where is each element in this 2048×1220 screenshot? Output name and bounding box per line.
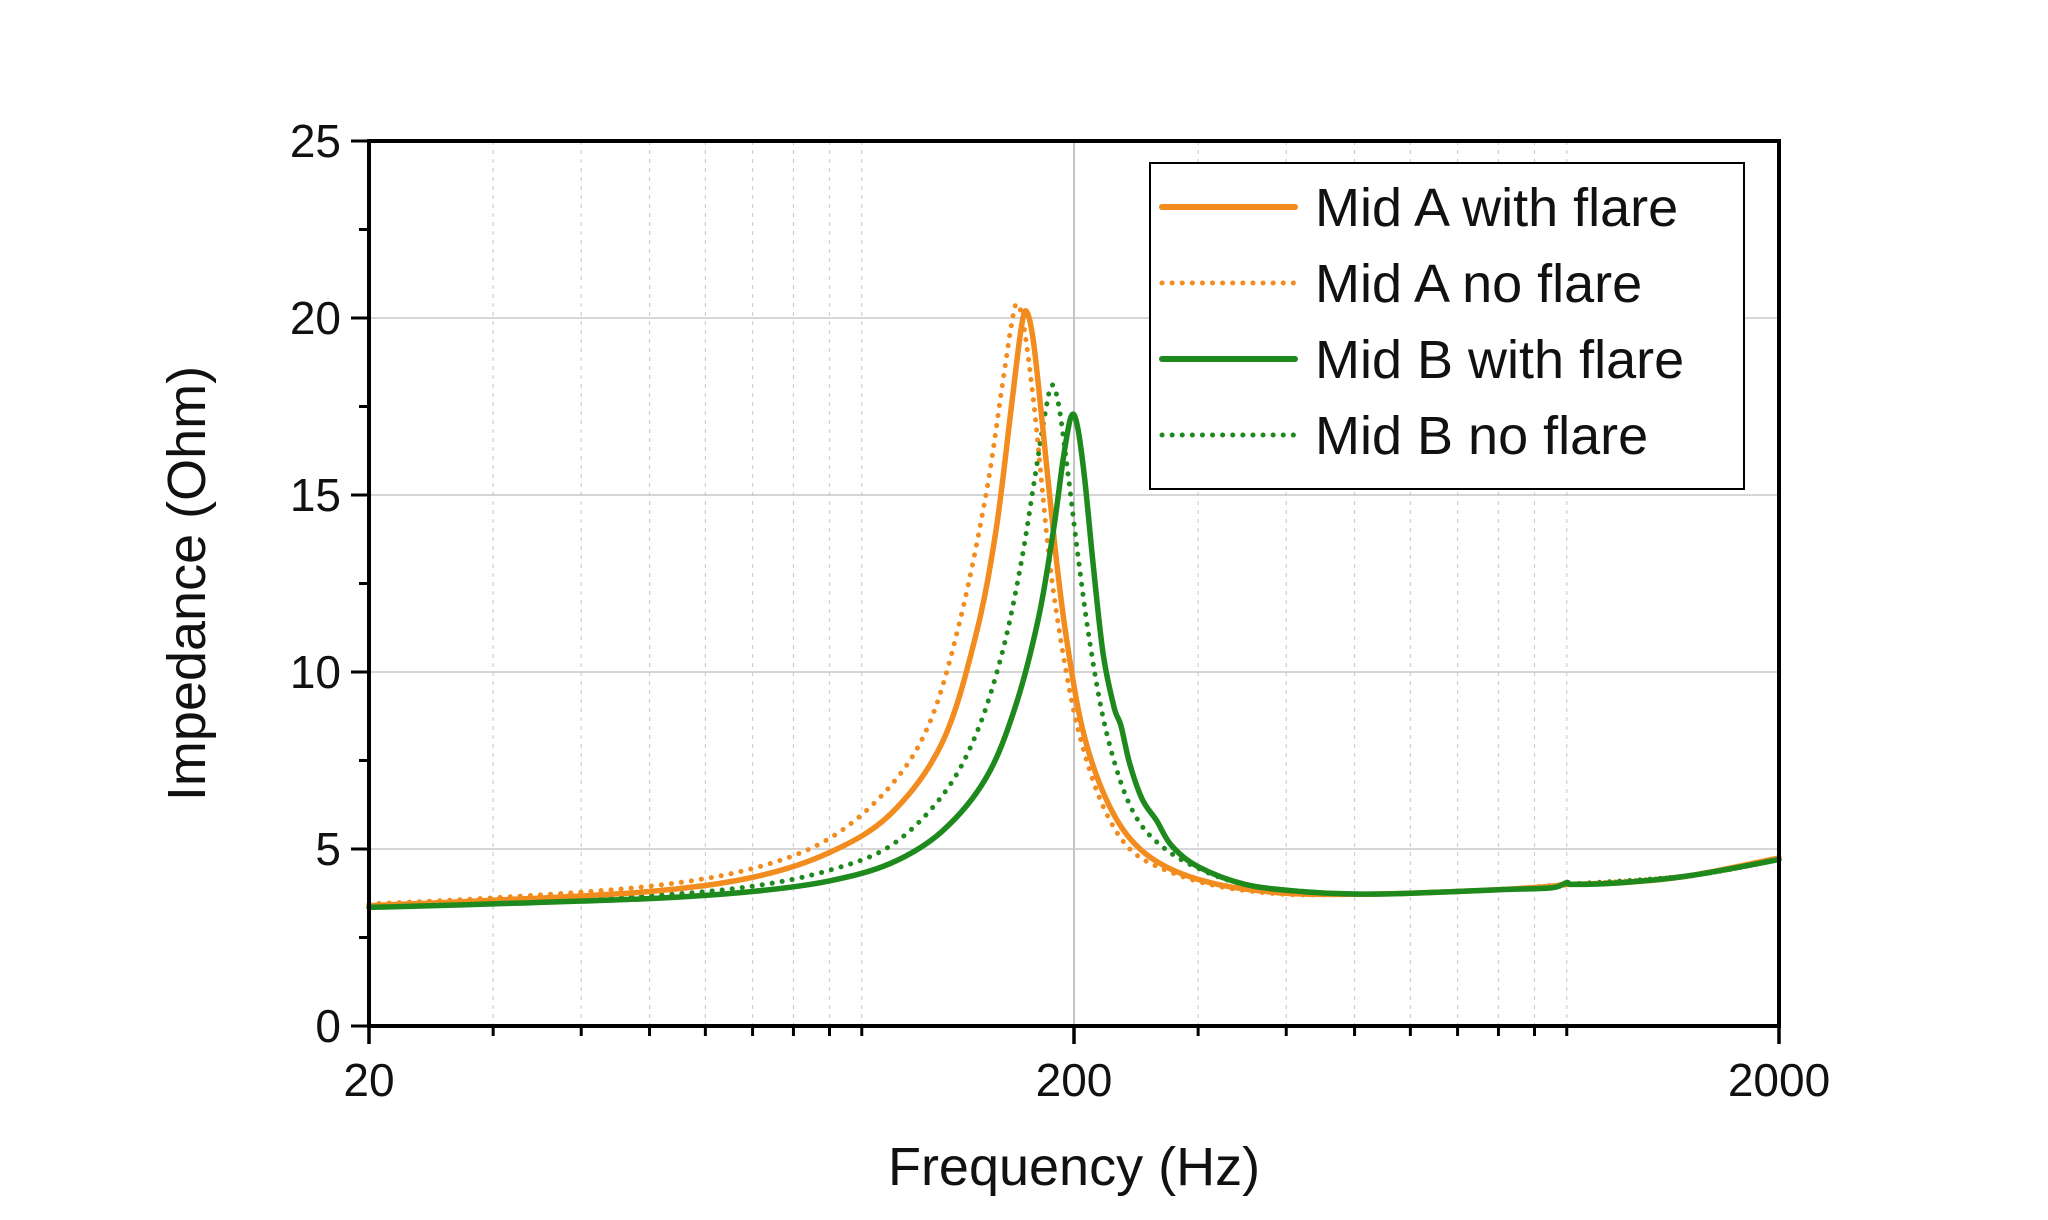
x-axis-title: Frequency (Hz) bbox=[888, 1137, 1260, 1197]
axis-tick-labels: 20 200 2000 0 5 10 15 20 25 bbox=[290, 115, 1830, 1106]
y-tick-label: 25 bbox=[290, 115, 341, 167]
y-tick-label: 10 bbox=[290, 646, 341, 698]
series-layer bbox=[366, 301, 1782, 911]
legend-label-4: Mid B no flare bbox=[1315, 406, 1648, 466]
series-line-4 bbox=[366, 382, 1782, 909]
x-tick-label: 20 bbox=[343, 1054, 394, 1106]
x-tick-label: 200 bbox=[1036, 1054, 1113, 1106]
legend-box bbox=[1149, 162, 1745, 490]
legend-label-2: Mid A no flare bbox=[1315, 254, 1642, 314]
y-tick-label: 20 bbox=[290, 292, 341, 344]
legend: Mid A with flare Mid A no flare Mid B with… bbox=[1149, 162, 1745, 490]
y-axis-title: Impedance (Ohm) bbox=[157, 366, 217, 801]
x-tick-label: 2000 bbox=[1728, 1054, 1830, 1106]
legend-label-1: Mid A with flare bbox=[1315, 178, 1678, 238]
legend-label-3: Mid B with flare bbox=[1315, 330, 1684, 390]
series-line-3 bbox=[366, 411, 1782, 911]
axis-ticks bbox=[351, 139, 1781, 1044]
y-tick-label: 5 bbox=[315, 823, 341, 875]
y-tick-label: 15 bbox=[290, 469, 341, 521]
y-tick-label: 0 bbox=[315, 1000, 341, 1052]
